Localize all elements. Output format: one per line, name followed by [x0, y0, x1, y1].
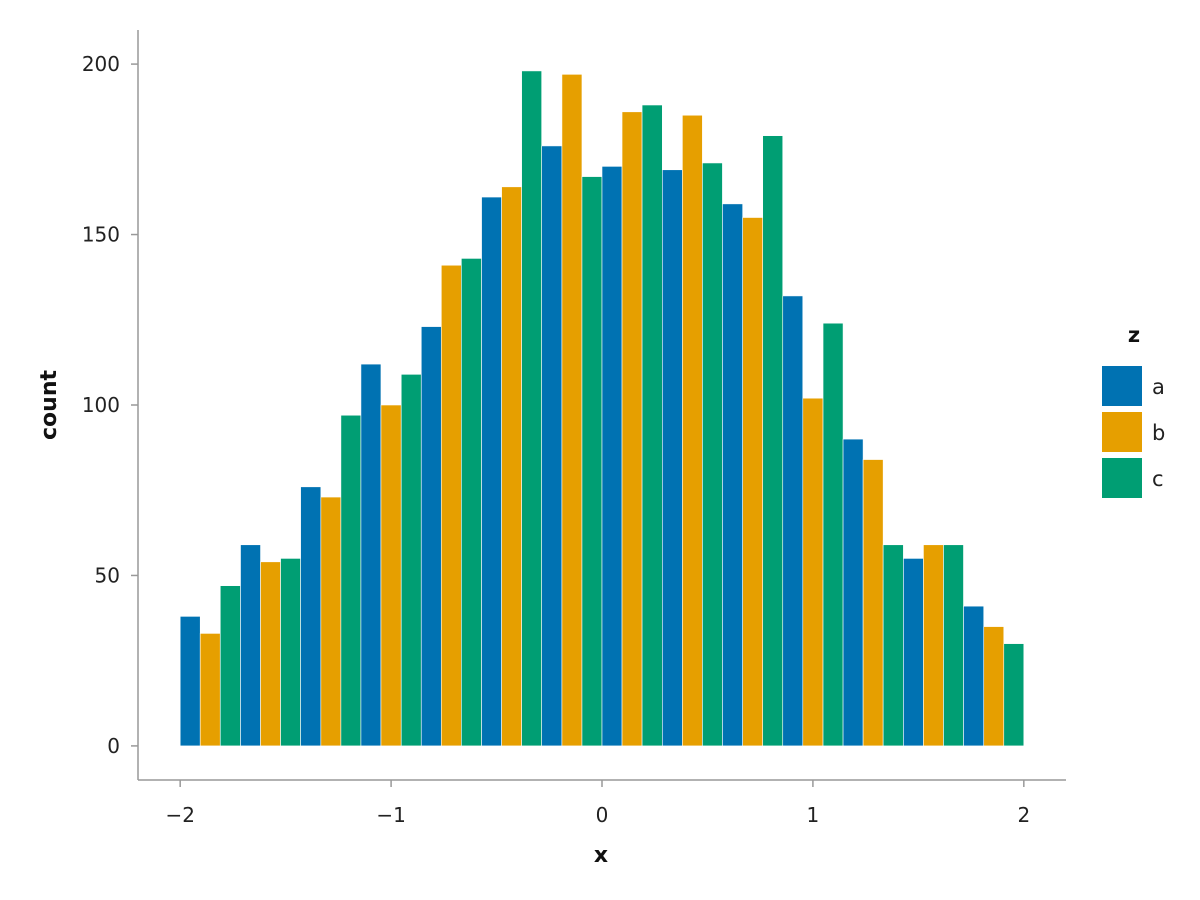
- bar-c-17: [521, 70, 542, 747]
- bar-b-40: [983, 626, 1005, 747]
- bar-b-4: [260, 561, 281, 747]
- x-tick-label: 1: [807, 803, 820, 827]
- bar-c-20: [581, 176, 603, 747]
- x-tick-label: 0: [596, 803, 609, 827]
- bar-c-5: [280, 558, 301, 747]
- bar-a-15: [481, 196, 502, 747]
- bar-a-27: [722, 203, 743, 747]
- bar-a-18: [541, 145, 563, 747]
- bar-b-16: [501, 186, 522, 747]
- y-tick-label: 200: [82, 52, 120, 76]
- x-axis-title: x: [594, 843, 608, 868]
- bar-c-32: [822, 322, 844, 747]
- bar-b-1: [199, 633, 221, 747]
- bar-b-10: [380, 404, 402, 747]
- bar-b-31: [802, 397, 824, 747]
- bar-a-9: [360, 363, 382, 747]
- bar-b-19: [561, 74, 583, 747]
- legend: z abc: [1102, 323, 1165, 498]
- bars-layer: [179, 70, 1025, 747]
- y-ticks: 0 50 100 150 200: [82, 52, 138, 758]
- bar-a-21: [601, 166, 623, 747]
- bar-a-0: [179, 616, 201, 747]
- bar-c-23: [641, 104, 663, 747]
- bar-c-35: [882, 544, 904, 747]
- bar-a-33: [842, 438, 864, 747]
- bar-a-3: [240, 544, 261, 747]
- bar-c-8: [340, 414, 362, 747]
- y-tick-label: 50: [95, 563, 120, 587]
- legend-swatch-a: [1102, 366, 1142, 406]
- bar-b-37: [923, 544, 944, 747]
- x-tick-label: −2: [165, 803, 194, 827]
- y-axis-title: count: [37, 370, 62, 440]
- legend-label-b: b: [1152, 421, 1165, 445]
- bar-a-39: [963, 605, 985, 747]
- bar-c-38: [943, 544, 964, 747]
- bar-b-28: [742, 217, 764, 747]
- bar-b-34: [862, 459, 884, 747]
- bar-b-25: [682, 114, 703, 747]
- bar-a-6: [300, 486, 322, 747]
- bar-c-41: [1003, 643, 1025, 747]
- bar-c-11: [400, 374, 422, 747]
- y-tick-label: 0: [107, 734, 120, 758]
- y-tick-label: 100: [82, 393, 120, 417]
- bar-a-12: [420, 326, 442, 747]
- bar-a-30: [782, 295, 804, 747]
- legend-label-a: a: [1152, 375, 1165, 399]
- x-ticks: −2 −1 0 1 2: [165, 780, 1030, 827]
- x-tick-label: 2: [1017, 803, 1030, 827]
- bar-b-22: [621, 111, 643, 747]
- legend-swatch-b: [1102, 412, 1142, 452]
- bar-c-14: [461, 258, 482, 747]
- bar-b-7: [320, 496, 342, 747]
- legend-swatch-c: [1102, 458, 1142, 498]
- bar-a-36: [903, 558, 924, 747]
- bar-b-13: [440, 264, 462, 747]
- legend-title: z: [1128, 323, 1140, 347]
- legend-label-c: c: [1152, 467, 1164, 491]
- bar-a-24: [662, 169, 683, 747]
- bar-c-29: [762, 135, 784, 747]
- bar-c-26: [702, 162, 723, 747]
- y-tick-label: 150: [82, 223, 120, 247]
- x-tick-label: −1: [376, 803, 405, 827]
- bar-c-2: [219, 585, 241, 747]
